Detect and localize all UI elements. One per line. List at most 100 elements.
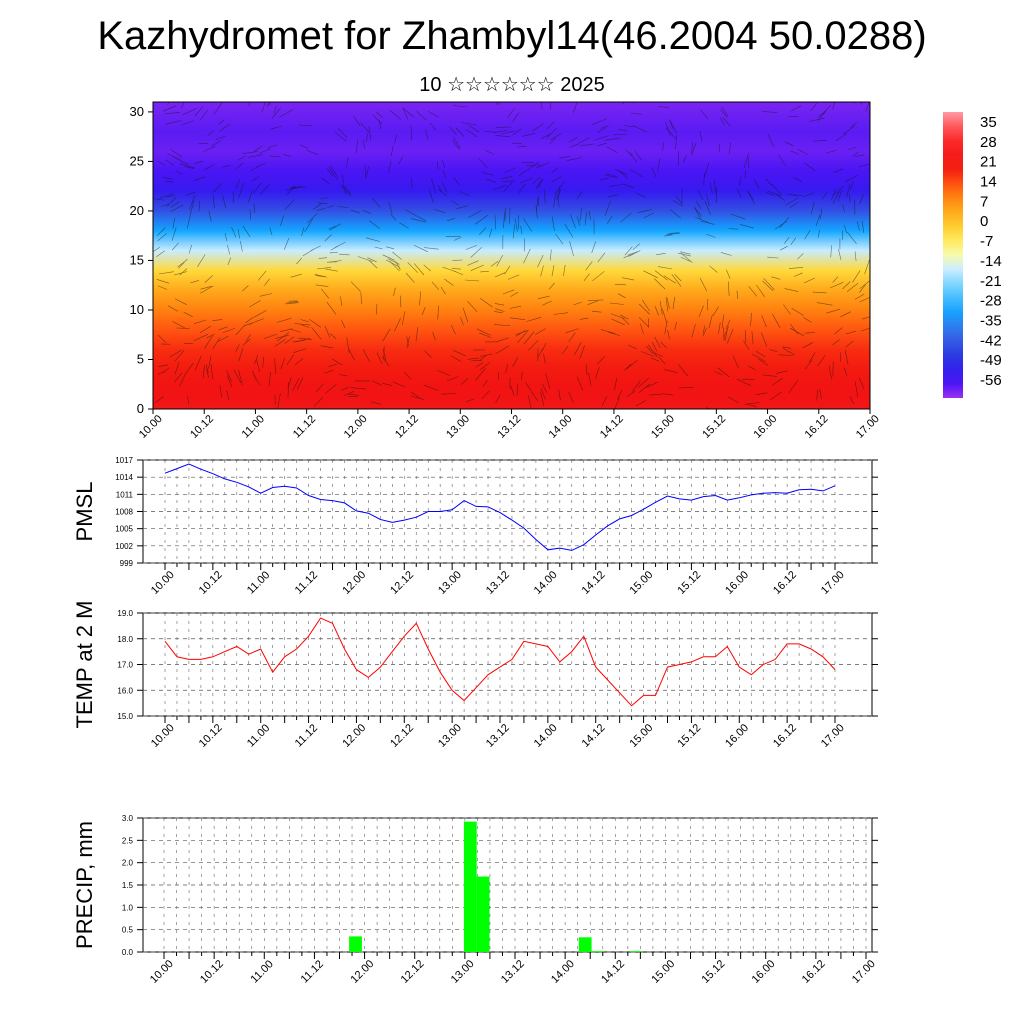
temperature-section-heatmap: 0 5 10 15 20 25 30 10.00 10.12 11.00 11.12 12.00 12.… (130, 101, 882, 441)
y-tick-label: 1014 (115, 473, 133, 482)
precip-bar (349, 936, 362, 952)
heatmap-y-tick-label: 25 (130, 153, 144, 168)
x-tick-label: 14.12 (599, 958, 627, 986)
x-tick-label: 15.00 (627, 569, 655, 597)
y-tick-label: 1005 (115, 525, 133, 534)
x-tick-label: 10.00 (148, 958, 176, 986)
x-tick-label: 16.12 (771, 722, 799, 750)
colorbar-label: -21 (980, 273, 1002, 290)
precip-bar (476, 876, 490, 952)
chart-title: Kazhydromet for Zhambyl14(46.2004 50.028… (97, 14, 927, 58)
x-tick-label: 16.00 (723, 569, 751, 597)
x-tick-label: 12.12 (388, 569, 416, 597)
heatmap-x-tick-label: 10.12 (188, 413, 216, 441)
heatmap-x-tick-label: 11.00 (240, 413, 267, 440)
heatmap-x-tick-label: 13.00 (444, 413, 472, 441)
heatmap-field (153, 102, 870, 409)
y-tick-label: 1017 (115, 456, 133, 465)
heatmap-x-tick-label: 16.00 (751, 413, 779, 441)
heatmap-x-tick-label: 11.12 (291, 413, 318, 440)
heatmap-x-tick-label: 17.00 (854, 413, 882, 441)
x-tick-label: 14.00 (532, 722, 560, 750)
heatmap-y-tick-label: 0 (137, 401, 144, 416)
precip-bar (463, 821, 477, 952)
x-tick-label: 11.12 (293, 722, 320, 749)
heatmap-x-tick-label: 12.12 (393, 413, 421, 441)
y-tick-label: 1.5 (122, 881, 134, 890)
heatmap-x-tick-label: 15.00 (649, 413, 677, 441)
x-tick-label: 16.12 (800, 958, 828, 986)
x-tick-label: 15.12 (675, 722, 703, 750)
x-tick-label: 13.12 (484, 569, 512, 597)
y-tick-label: 0.0 (122, 948, 134, 957)
colorbar-label: 0 (980, 213, 988, 230)
x-tick-label: 15.00 (649, 958, 677, 986)
y-tick-label: 15.0 (117, 712, 133, 721)
heatmap-x-tick-label: 14.00 (547, 413, 575, 441)
x-tick-label: 12.12 (399, 958, 427, 986)
colorbar-label: 28 (980, 134, 997, 151)
x-tick-label: 15.00 (627, 722, 655, 750)
precip-bar (591, 951, 605, 952)
x-tick-label: 12.12 (388, 722, 416, 750)
x-tick-label: 17.00 (819, 722, 847, 750)
y-axis-title: PMSL (72, 482, 97, 542)
x-tick-label: 11.00 (245, 722, 272, 749)
colorbar-label: 35 (980, 114, 997, 131)
heatmap-x-tick-label: 12.00 (342, 413, 370, 441)
x-tick-label: 13.00 (436, 722, 464, 750)
y-tick-label: 3.0 (122, 814, 134, 823)
heatmap-y-tick-label: 30 (130, 104, 144, 119)
x-tick-label: 13.00 (449, 958, 477, 986)
temp-2m-line-chart: 19.0 18.0 17.0 16.0 15.0 10.00 10.12 11.00 11.12… (72, 601, 878, 750)
pmsl-line-chart: 1017 1014 1011 1008 1005 1002 999 10.00 10.12 11.… (72, 456, 878, 597)
x-tick-label: 13.00 (436, 569, 464, 597)
x-tick-label: 14.12 (580, 569, 608, 597)
x-tick-label: 12.00 (340, 569, 368, 597)
x-tick-label: 11.00 (245, 569, 272, 596)
colorbar-label: -14 (980, 253, 1002, 270)
heatmap-y-tick-label: 15 (130, 252, 144, 267)
x-tick-label: 13.12 (484, 722, 512, 750)
y-tick-label: 2.0 (122, 859, 134, 868)
y-tick-label: 19.0 (117, 609, 133, 618)
y-tick-label: 1008 (115, 508, 133, 517)
precip-bar (578, 937, 592, 952)
colorbar-label: 7 (980, 193, 988, 210)
y-tick-label: 0.5 (122, 926, 134, 935)
colorbar-label: 14 (980, 174, 997, 191)
x-tick-label: 14.00 (549, 958, 577, 986)
y-tick-label: 1.0 (122, 903, 134, 912)
x-tick-label: 10.12 (198, 958, 226, 986)
x-tick-label: 10.00 (149, 722, 177, 750)
heatmap-y-tick-label: 20 (130, 203, 144, 218)
x-tick-label: 12.00 (340, 722, 368, 750)
heatmap-y-tick-label: 5 (137, 351, 144, 366)
series-line (164, 617, 836, 707)
y-tick-label: 17.0 (117, 661, 133, 670)
colorbar-label: -28 (980, 293, 1002, 310)
precip-bar (629, 951, 643, 952)
x-tick-label: 15.12 (675, 569, 703, 597)
y-axis-title: TEMP at 2 M (72, 601, 97, 729)
heatmap-x-tick-label: 14.12 (598, 413, 626, 441)
y-tick-label: 1002 (115, 542, 133, 551)
chart-subtitle: 10 ☆☆☆☆☆☆ 2025 (419, 74, 605, 96)
x-tick-label: 13.12 (499, 958, 527, 986)
heatmap-x-tick-label: 15.12 (700, 413, 728, 441)
x-tick-label: 11.00 (248, 958, 275, 985)
heatmap-y-tick-label: 10 (130, 302, 144, 317)
x-tick-label: 16.00 (750, 958, 778, 986)
x-tick-label: 17.00 (850, 958, 878, 986)
x-tick-label: 16.00 (723, 722, 751, 750)
colorbar-label: -56 (980, 372, 1002, 389)
y-tick-label: 1011 (116, 490, 134, 499)
x-tick-label: 10.12 (197, 569, 225, 597)
series-line (164, 463, 836, 551)
precip-bar-chart: 3.0 2.5 2.0 1.5 1.0 0.5 0.0 10.00 10.12 11.00 11.1… (72, 814, 878, 986)
x-tick-label: 17.00 (819, 569, 847, 597)
x-tick-label: 14.12 (580, 722, 608, 750)
x-tick-label: 10.00 (149, 569, 177, 597)
x-tick-label: 16.12 (771, 569, 799, 597)
y-tick-label: 18.0 (117, 635, 133, 644)
